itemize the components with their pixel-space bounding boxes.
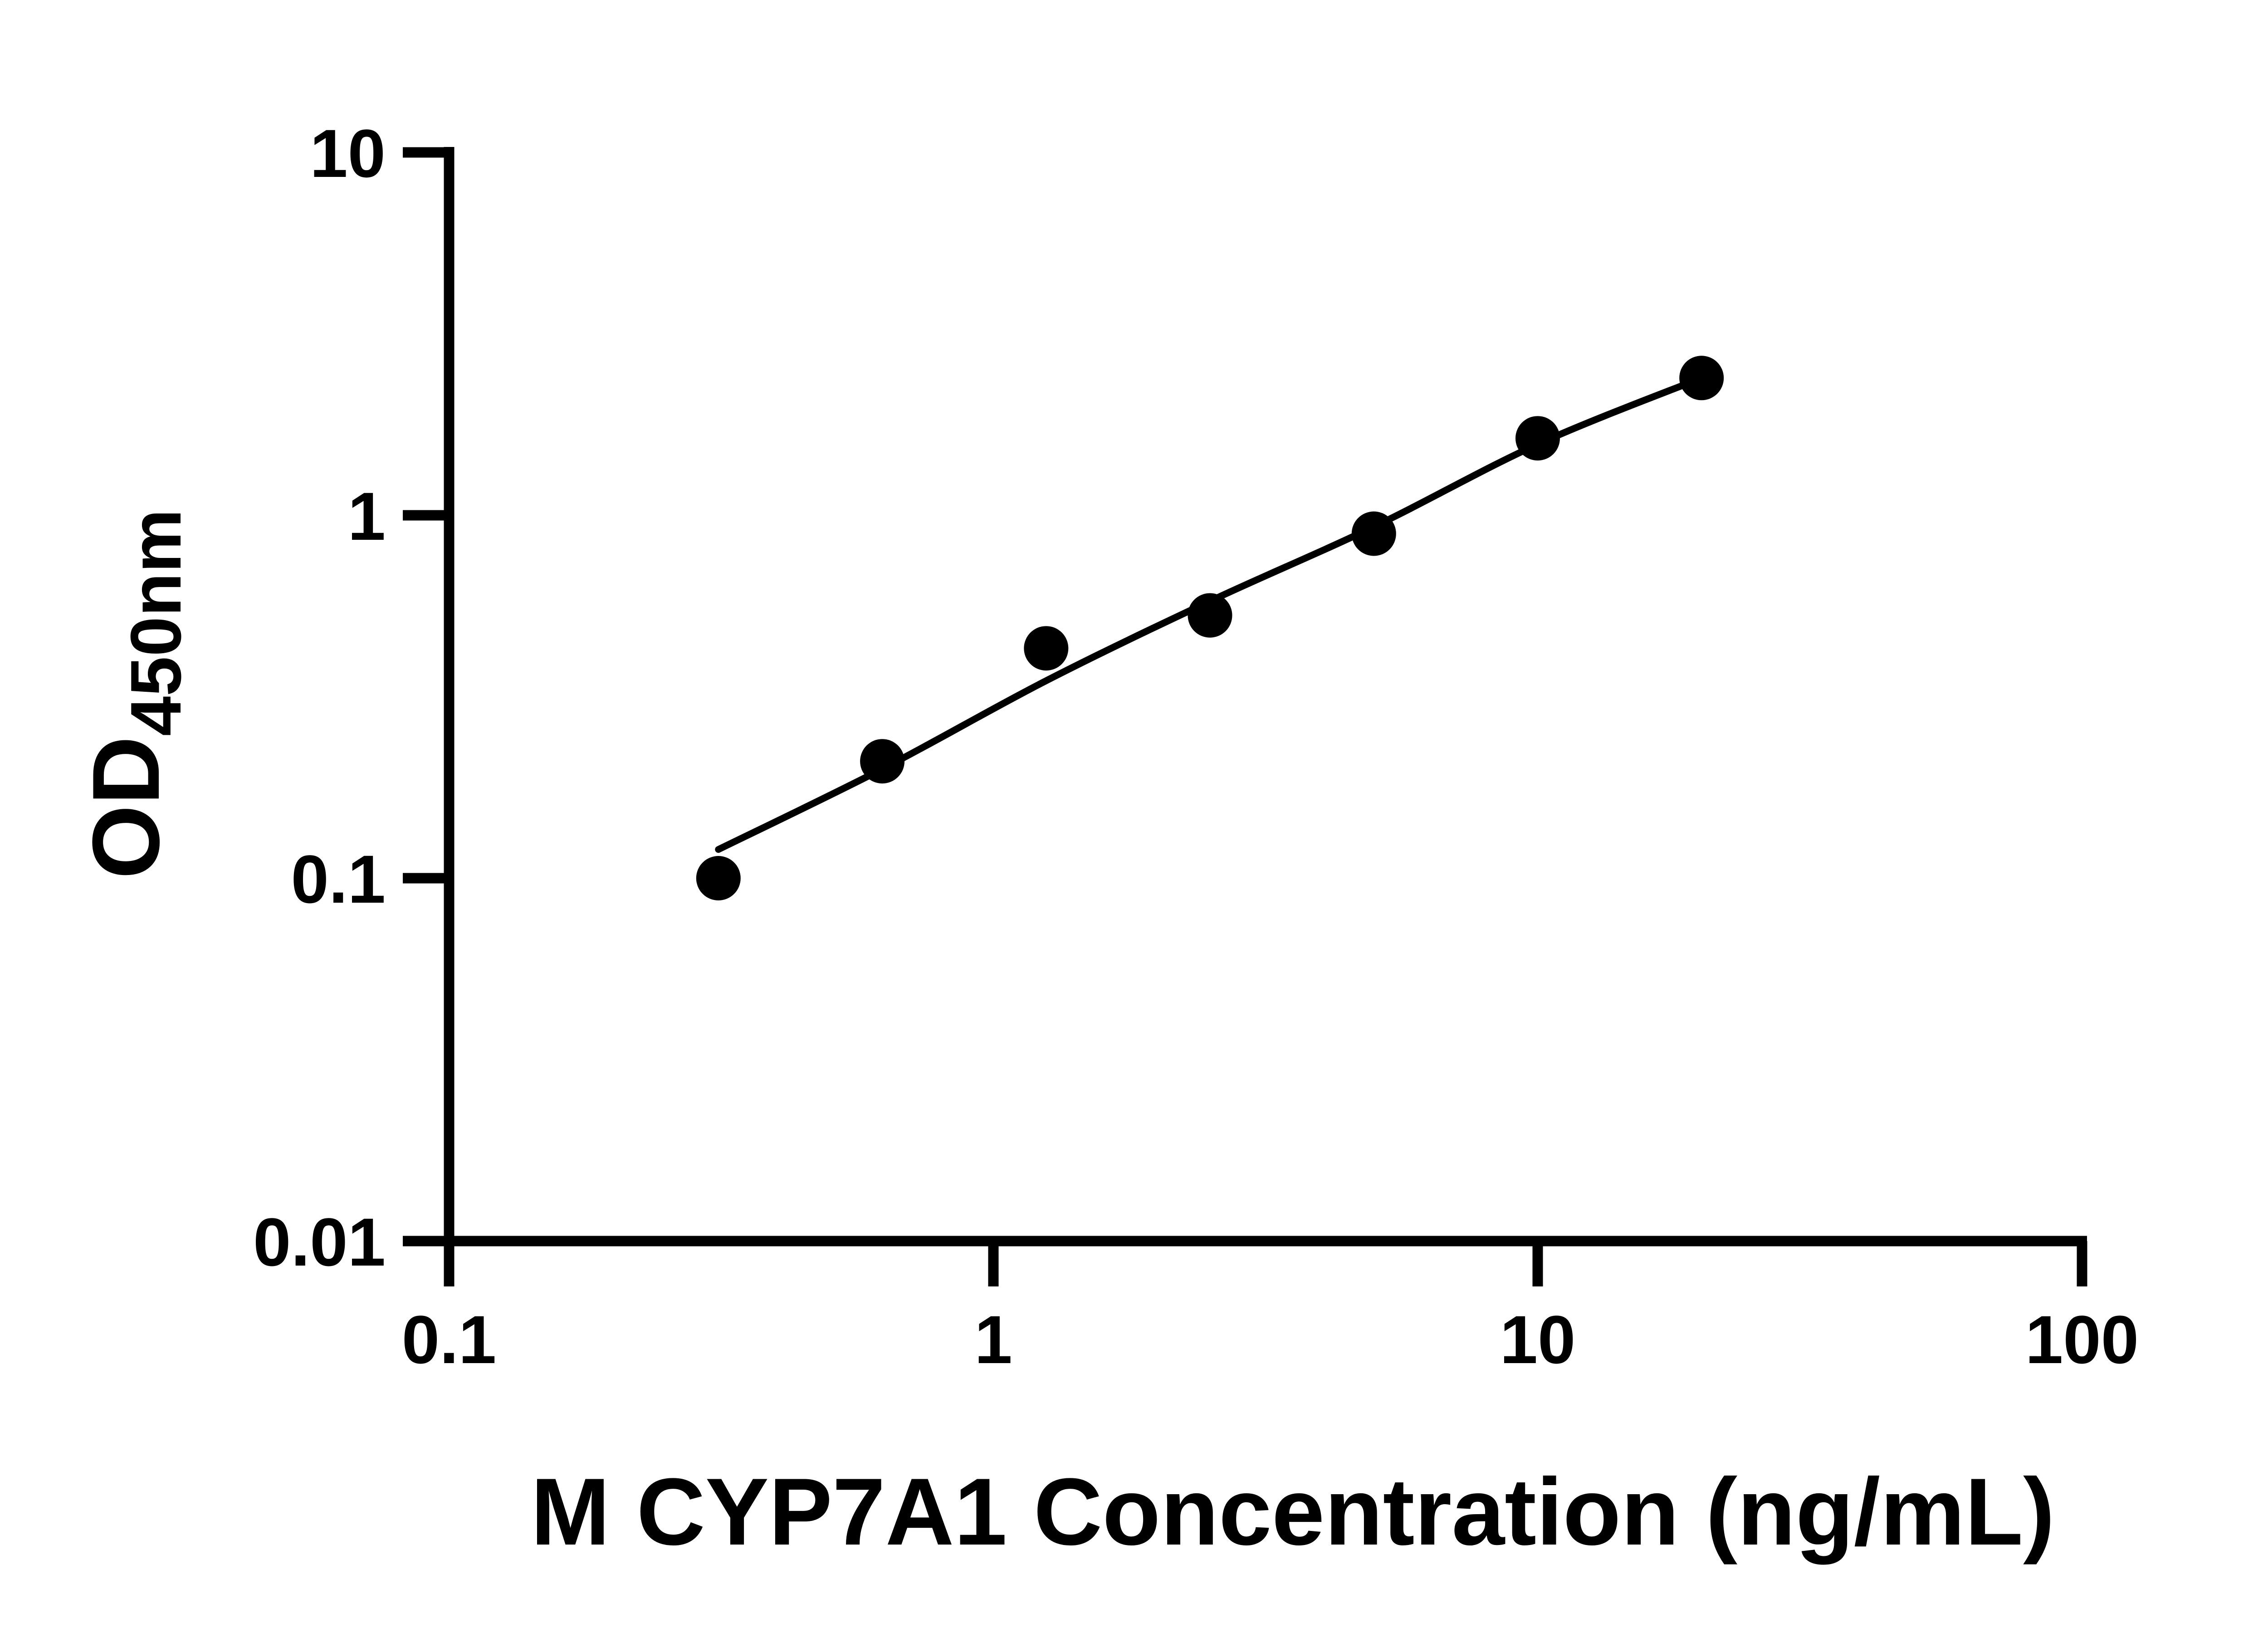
data-point — [1024, 626, 1069, 671]
y-tick-label: 1 — [348, 478, 386, 554]
data-point — [1188, 593, 1232, 638]
x-tick-label: 1 — [974, 1301, 1012, 1378]
y-axis-title: OD450nm — [73, 509, 196, 879]
y-axis-title-subscript: 450nm — [116, 509, 196, 736]
x-tick-label: 10 — [1500, 1301, 1576, 1378]
series-layer — [696, 356, 1724, 900]
y-tick-label: 0.01 — [253, 1204, 386, 1280]
y-tick-label: 10 — [310, 115, 386, 191]
x-tick-label: 100 — [2025, 1301, 2139, 1378]
data-point — [1515, 416, 1560, 461]
x-axis-title: M CYP7A1 Concentration (ng/mL) — [531, 1458, 2055, 1565]
data-point — [696, 856, 741, 900]
y-axis-title-main: OD — [73, 736, 179, 879]
y-tick-label: 0.1 — [291, 841, 386, 917]
data-point — [1679, 356, 1724, 401]
data-point — [1351, 511, 1396, 556]
x-tick-label: 0.1 — [402, 1301, 497, 1378]
data-point — [860, 739, 905, 784]
